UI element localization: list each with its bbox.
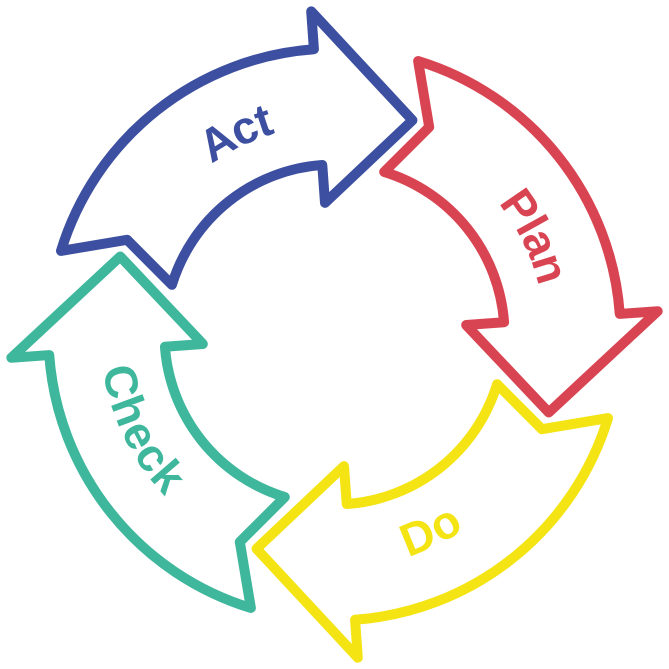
pdca-cycle-diagram: Act Plan Do Check [0,0,669,669]
label-plan: Plan [490,179,579,289]
label-do: Do [392,493,470,566]
label-act: Act [190,93,279,172]
label-check: Check [92,360,197,504]
